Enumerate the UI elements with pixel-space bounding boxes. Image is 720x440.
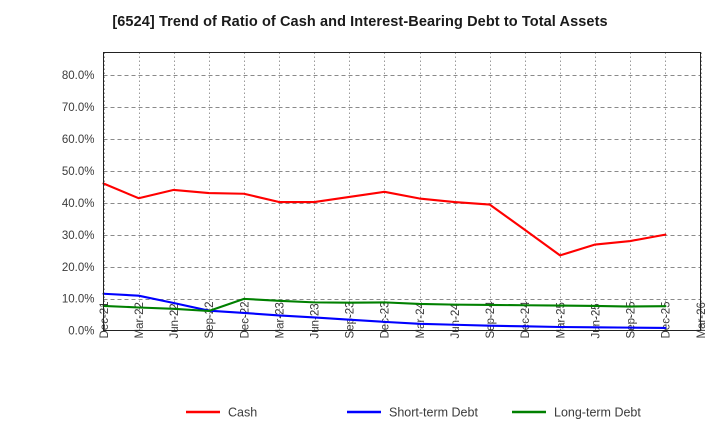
x-axis-tick-label: Mar-25 [555, 302, 567, 338]
gridlines [103, 52, 702, 331]
x-axis-tick-label: Sep-22 [204, 301, 216, 338]
y-axis-tick-label: 10.0% [62, 294, 95, 306]
y-axis-tick-label: 50.0% [62, 166, 95, 178]
x-axis-tick-label: Jun-22 [169, 303, 181, 338]
y-axis-tick-label: 20.0% [62, 262, 95, 274]
x-axis-tick-label: Sep-25 [626, 301, 638, 338]
y-axis-tick-label: 30.0% [62, 230, 95, 242]
x-axis-tick-label: Dec-21 [99, 301, 111, 338]
series-line-short-term-debt [102, 292, 667, 329]
y-axis-tick-label: 40.0% [62, 198, 95, 210]
x-axis-tick-label: Dec-23 [380, 301, 392, 338]
x-axis-tick-label: Mar-24 [415, 301, 427, 338]
x-axis-tick-label: Jun-23 [310, 303, 322, 338]
x-axis-tick-label: Mar-26 [696, 302, 708, 338]
series-line-cash [102, 182, 667, 257]
y-axis-tick-label: 70.0% [62, 102, 95, 114]
x-axis-tick-label: Jun-24 [450, 303, 462, 339]
series-line-long-term-debt [102, 297, 667, 313]
x-axis-tick-label: Dec-24 [520, 301, 532, 339]
x-axis-tick-label: Mar-22 [134, 302, 146, 338]
y-axis-tick-label: 60.0% [62, 134, 95, 146]
legend-label-cash: Cash [228, 406, 257, 420]
x-axis-tick-label: Sep-24 [485, 301, 497, 339]
chart-title: [6524] Trend of Ratio of Cash and Intere… [112, 14, 608, 30]
plot-frame [102, 51, 702, 332]
legend-label-short-term-debt: Short-term Debt [389, 406, 478, 420]
x-axis-tick-label: Mar-23 [274, 302, 286, 338]
series-group [102, 182, 667, 329]
x-axis-tick-label: Dec-22 [239, 301, 251, 338]
y-axis-tick-label: 0.0% [68, 326, 94, 338]
x-axis-tick-label: Dec-25 [661, 301, 673, 338]
x-axis-tick-label: Jun-25 [590, 303, 602, 338]
chart-legend: Cash Short-term Debt Long-term Debt [186, 406, 641, 420]
legend-label-long-term-debt: Long-term Debt [554, 406, 641, 420]
y-axis-tick-label: 80.0% [62, 70, 95, 82]
y-axis-ticks: 0.0% 10.0% 20.0% 30.0% 40.0% 50.0% 60.0% 70.0% 8… [62, 70, 95, 338]
